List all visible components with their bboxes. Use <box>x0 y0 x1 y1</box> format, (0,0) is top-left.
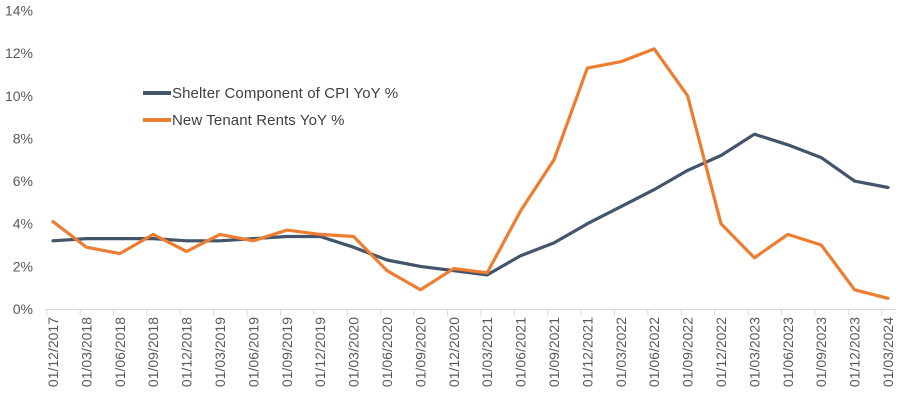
x-tick-label: 01/03/2020 <box>346 317 362 387</box>
y-tick-label: 0% <box>13 301 33 317</box>
series-line-shelter-cpi <box>51 132 890 277</box>
x-tick-label: 01/03/2018 <box>78 317 94 387</box>
y-tick-label: 6% <box>13 173 33 189</box>
new-tenant-rents-line-swatch-icon <box>143 118 171 122</box>
shelter-cpi-line-swatch-icon <box>143 91 171 95</box>
legend-label-shelter-cpi: Shelter Component of CPI YoY % <box>172 84 399 102</box>
y-tick-label: 10% <box>5 88 33 104</box>
x-tick-label: 01/09/2019 <box>279 317 295 387</box>
legend: Shelter Component of CPI YoY % New Tenan… <box>143 83 398 130</box>
series-line-new-tenant-rents <box>51 47 890 300</box>
x-tick-label: 01/06/2020 <box>379 317 395 387</box>
y-tick-label: 4% <box>13 216 33 232</box>
x-tick-label: 01/06/2023 <box>780 317 796 387</box>
x-tick-label: 01/06/2019 <box>245 317 261 387</box>
x-tick-label: 01/06/2018 <box>112 317 128 387</box>
x-tick-label: 01/06/2021 <box>513 317 529 387</box>
x-tick-label: 01/12/2017 <box>45 317 61 387</box>
y-axis-tick-labels: 0% 2% 4% 6% 8% 10% 12% 14% <box>5 3 33 318</box>
x-tick-label: 01/03/2019 <box>212 317 228 387</box>
x-tick-label: 01/09/2018 <box>145 317 161 387</box>
series-lines <box>51 47 890 300</box>
legend-item-new-tenant-rents: New Tenant Rents YoY % <box>143 110 398 130</box>
x-tick-label: 01/09/2023 <box>813 317 829 387</box>
x-tick-label: 01/09/2020 <box>412 317 428 387</box>
legend-label-new-tenant-rents: New Tenant Rents YoY % <box>172 111 345 129</box>
x-tick-label: 01/12/2021 <box>579 317 595 387</box>
x-tick-label: 01/03/2024 <box>880 317 896 387</box>
legend-item-shelter-cpi: Shelter Component of CPI YoY % <box>143 83 398 103</box>
y-tick-label: 8% <box>13 130 33 146</box>
x-tick-label: 01/12/2022 <box>713 317 729 387</box>
x-axis <box>45 309 896 316</box>
x-axis-tick-labels: 01/12/2017 01/03/2018 01/06/2018 01/09/2018… <box>45 317 896 387</box>
x-tick-label: 01/03/2021 <box>479 317 495 387</box>
x-tick-label: 01/12/2020 <box>446 317 462 387</box>
x-tick-label: 01/12/2018 <box>179 317 195 387</box>
x-tick-label: 01/09/2021 <box>546 317 562 387</box>
x-tick-label: 01/03/2023 <box>746 317 762 387</box>
y-tick-label: 14% <box>5 3 33 19</box>
y-tick-label: 12% <box>5 45 33 61</box>
y-tick-label: 2% <box>13 258 33 274</box>
x-tick-label: 01/12/2023 <box>847 317 863 387</box>
x-tick-label: 01/06/2022 <box>646 317 662 387</box>
x-tick-label: 01/03/2022 <box>613 317 629 387</box>
x-tick-label: 01/12/2019 <box>312 317 328 387</box>
x-tick-label: 01/09/2022 <box>680 317 696 387</box>
